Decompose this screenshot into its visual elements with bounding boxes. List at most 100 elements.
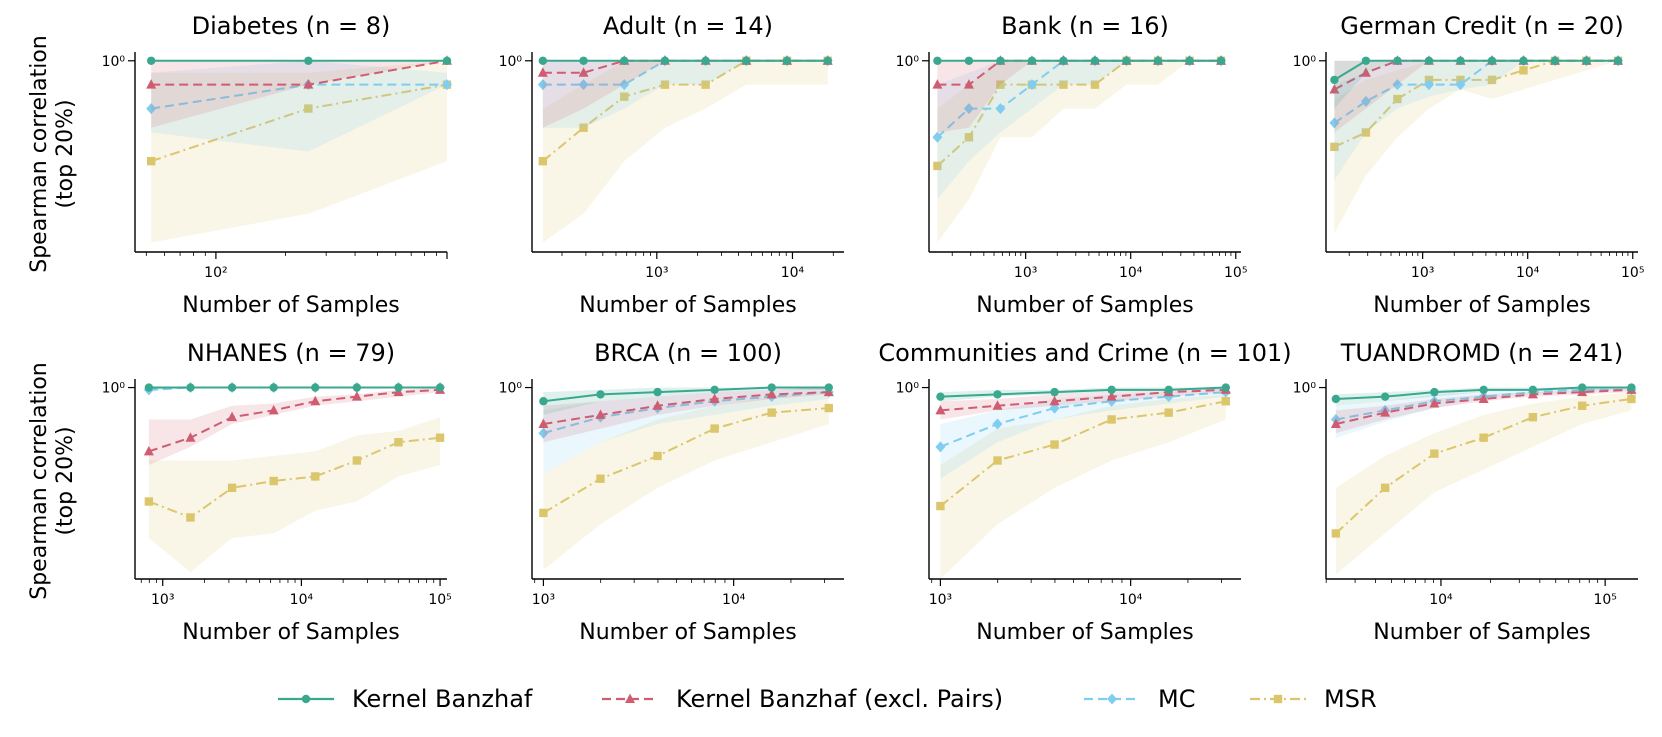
series-kernel-banzhaf <box>144 383 445 392</box>
x-tick-label: 10³ <box>1411 265 1434 281</box>
data-point <box>933 161 942 171</box>
series-msr <box>144 417 445 573</box>
panel-adult: 10³ 10⁴ 10⁰ Adult (n = 14) Number of Samples <box>499 12 844 318</box>
data-point <box>185 432 196 442</box>
data-point <box>992 400 1003 410</box>
data-point <box>652 400 663 410</box>
x-axis-label: Number of Samples <box>579 293 797 318</box>
data-point <box>936 392 945 401</box>
data-point <box>936 501 945 511</box>
data-point <box>710 424 719 433</box>
confidence-band <box>148 387 441 466</box>
data-point <box>1107 415 1116 424</box>
x-tick-label: 10⁵ <box>428 592 451 608</box>
series-kernel-banzhaf-excl-pairs <box>143 384 446 466</box>
data-point <box>1330 142 1339 152</box>
data-point <box>996 56 1005 65</box>
panel-title: BRCA (n = 100) <box>594 339 782 367</box>
data-point <box>1430 387 1439 397</box>
data-point <box>146 156 156 166</box>
legend-label: Kernel Banzhaf (excl. Pairs) <box>676 685 1003 713</box>
series-line <box>543 386 829 403</box>
x-tick-label: 10⁴ <box>1516 265 1540 281</box>
data-point <box>186 383 195 392</box>
data-point <box>1380 407 1391 417</box>
data-point <box>1026 79 1037 91</box>
data-point <box>992 418 1003 430</box>
series-kernel-banzhaf-excl-pairs <box>538 386 834 443</box>
legend-item-msr: MSR <box>1250 685 1377 713</box>
confidence-band <box>940 389 1226 479</box>
x-tick-label: 10⁴ <box>1429 592 1453 608</box>
data-point <box>146 103 157 115</box>
data-point <box>146 56 156 65</box>
data-point <box>310 395 321 406</box>
data-point <box>935 404 946 415</box>
confidence-band <box>542 60 828 128</box>
data-point <box>993 390 1002 399</box>
confidence-band <box>1335 392 1632 575</box>
data-point <box>227 383 237 392</box>
y-axis-label-line2: (top 20%) <box>53 99 78 208</box>
confidence-band <box>543 387 829 475</box>
data-point <box>1361 128 1371 137</box>
panel-brca: 10³ 10⁴ 10⁰ BRCA (n = 100) Number of Samples <box>499 339 844 645</box>
data-point <box>1330 418 1341 429</box>
data-point <box>964 133 974 142</box>
data-point <box>311 383 320 392</box>
data-point <box>823 56 832 65</box>
series-line <box>543 391 829 426</box>
legend-marker <box>625 693 635 703</box>
panel-title: German Credit (n = 20) <box>1340 12 1623 40</box>
series-kernel-banzhaf <box>1331 383 1636 406</box>
data-point <box>964 56 974 65</box>
data-point <box>1380 392 1390 401</box>
x-tick-label: 10⁵ <box>1621 265 1644 281</box>
data-point <box>435 433 445 442</box>
data-point <box>1153 56 1163 65</box>
x-tick-label: 10⁵ <box>1593 592 1616 608</box>
x-tick-label: 10⁴ <box>1119 592 1143 608</box>
confidence-band <box>940 394 1226 579</box>
data-point <box>1613 56 1623 65</box>
x-tick-label: 10⁴ <box>722 592 746 608</box>
legend-marker <box>1107 693 1117 705</box>
data-point <box>1582 56 1591 65</box>
x-tick-label: 10² <box>204 265 227 281</box>
data-point <box>596 390 605 399</box>
data-point <box>1331 529 1341 538</box>
data-point <box>537 67 548 77</box>
y-tick-label: 10⁰ <box>1293 381 1317 397</box>
data-point <box>660 56 670 65</box>
data-point <box>579 56 588 65</box>
data-point <box>935 441 946 453</box>
data-point <box>144 383 154 392</box>
y-axis-label-line2: (top 20%) <box>53 426 78 535</box>
x-axis-label: Number of Samples <box>1373 293 1591 318</box>
data-point <box>303 79 314 89</box>
x-tick-label: 10⁴ <box>1119 265 1143 281</box>
data-point <box>227 483 237 493</box>
data-point <box>1221 397 1230 406</box>
data-point <box>824 403 833 413</box>
data-point <box>1049 395 1060 406</box>
series-line <box>543 391 829 435</box>
data-point <box>620 92 629 101</box>
series-msr <box>1331 392 1636 575</box>
data-point <box>304 104 313 113</box>
data-point <box>1423 79 1434 91</box>
series-line <box>1333 59 1619 81</box>
confidence-band <box>940 387 1226 402</box>
data-point <box>311 472 320 481</box>
data-point <box>538 418 549 429</box>
data-point <box>1577 401 1587 410</box>
y-tick-label: 10⁰ <box>1293 54 1317 70</box>
data-point <box>701 56 710 65</box>
data-point <box>1528 412 1538 422</box>
panel-nhanes: 10³ 10⁴ 10⁵ 10⁰ NHANES (n = 79) Number of Sam… <box>27 339 452 645</box>
data-point <box>1478 393 1489 403</box>
data-point <box>660 80 670 89</box>
legend-marker <box>1273 694 1283 704</box>
confidence-band <box>1335 387 1632 438</box>
